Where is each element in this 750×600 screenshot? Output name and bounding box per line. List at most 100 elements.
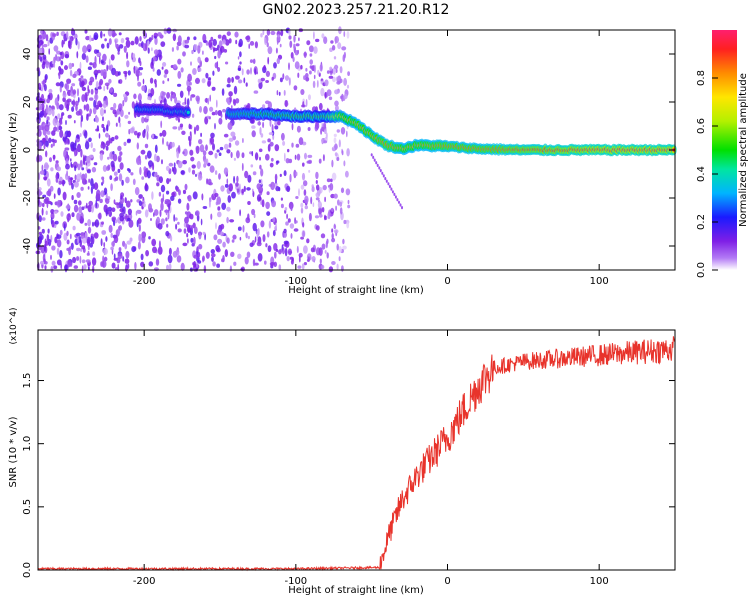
speckle-point: [267, 138, 271, 143]
speckle-point: [273, 62, 277, 69]
speckle-point: [346, 130, 348, 138]
speckle-point: [50, 209, 55, 214]
speckle-point: [342, 54, 346, 62]
speckle-point: [230, 251, 235, 257]
speckle-point: [210, 249, 215, 254]
speckle-point: [221, 258, 225, 263]
speckle-point: [242, 225, 245, 233]
speckle-point: [154, 78, 157, 85]
speckle-point: [225, 97, 230, 103]
speckle-point: [169, 178, 172, 182]
speckle-point: [289, 223, 295, 229]
speckle-point: [133, 130, 138, 136]
speckle-point: [230, 151, 233, 159]
speckle-point: [184, 39, 190, 44]
speckle-point: [171, 192, 176, 197]
speckle-point: [295, 143, 300, 148]
speckle-point: [248, 43, 250, 49]
speckle-point: [81, 245, 86, 250]
speckle-point: [254, 152, 259, 161]
speckle-point: [247, 201, 251, 205]
speckle-point: [92, 251, 96, 256]
speckle-point: [195, 173, 197, 177]
speckle-point: [249, 151, 253, 155]
speckle-point: [267, 46, 273, 55]
speckle-point: [296, 245, 299, 254]
speckle-point: [197, 45, 201, 54]
speckle-point: [110, 183, 113, 192]
speckle-point: [318, 206, 322, 215]
speckle-point: [145, 250, 150, 257]
speckle-point: [142, 129, 146, 139]
speckle-point: [111, 136, 115, 142]
speckle-point: [59, 229, 63, 236]
speckle-point: [312, 202, 315, 207]
speckle-point: [260, 220, 265, 228]
speckle-point: [298, 37, 300, 42]
speckle-point: [167, 144, 171, 151]
speckle-point: [77, 163, 81, 171]
speckle-point: [103, 248, 108, 255]
speckle-point: [343, 219, 347, 225]
speckle-point: [166, 190, 170, 195]
speckle-point: [263, 64, 266, 71]
speckle-point: [60, 60, 64, 66]
colorbar-tick-label: 0.4: [696, 166, 707, 182]
speckle-point: [222, 39, 226, 45]
speckle-point: [165, 209, 168, 216]
speckle-point: [105, 236, 108, 242]
speckle-point: [160, 202, 164, 211]
colorbar-gradient: [712, 30, 737, 270]
speckle-point: [137, 241, 141, 250]
speckle-point: [59, 250, 63, 259]
speckle-point: [214, 122, 216, 130]
speckle-point: [84, 173, 88, 179]
speckle-point: [234, 31, 239, 38]
speckle-point: [95, 199, 98, 208]
speckle-point: [128, 219, 134, 228]
speckle-point: [90, 204, 95, 213]
speckle-point: [108, 38, 112, 45]
tail-point: [390, 187, 393, 191]
speckle-point: [143, 42, 145, 52]
speckle-point: [91, 236, 95, 245]
speckle-point: [75, 232, 81, 237]
speckle-point: [333, 133, 337, 137]
speckle-point: [54, 220, 59, 225]
speckle-point: [191, 169, 196, 175]
speckle-point: [295, 43, 300, 47]
speckle-point: [160, 41, 166, 47]
speckle-point: [247, 174, 252, 183]
speckle-point: [282, 249, 285, 254]
speckle-point: [49, 157, 52, 163]
speckle-point: [217, 67, 221, 72]
speckle-point: [157, 223, 163, 230]
speckle-point: [258, 81, 263, 90]
speckle-point: [168, 247, 172, 256]
speckle-point: [208, 150, 214, 156]
speckle-point: [222, 241, 226, 248]
speckle-point: [115, 43, 119, 50]
speckle-point: [79, 255, 82, 264]
speckle-point: [64, 130, 70, 138]
speckle-point: [130, 172, 134, 176]
speckle-point: [103, 109, 106, 114]
speckle-point: [43, 244, 46, 252]
speckle-point: [86, 202, 88, 209]
speckle-point: [294, 61, 300, 70]
speckle-point: [79, 172, 82, 178]
speckle-point: [130, 40, 135, 46]
speckle-point: [86, 44, 92, 53]
snr-x-ticks: -200 -100 0 100: [133, 330, 609, 587]
speckle-point: [93, 99, 96, 109]
speckle-point: [43, 176, 48, 181]
speckle-point: [224, 143, 229, 150]
speckle-point: [289, 40, 293, 48]
speckle-point: [52, 141, 55, 147]
speckle-point: [41, 164, 44, 171]
speckle-point: [136, 157, 141, 166]
speckle-point: [42, 202, 45, 208]
speckle-point: [148, 37, 152, 42]
speckle-point: [277, 120, 281, 126]
speckle-point: [179, 90, 184, 99]
